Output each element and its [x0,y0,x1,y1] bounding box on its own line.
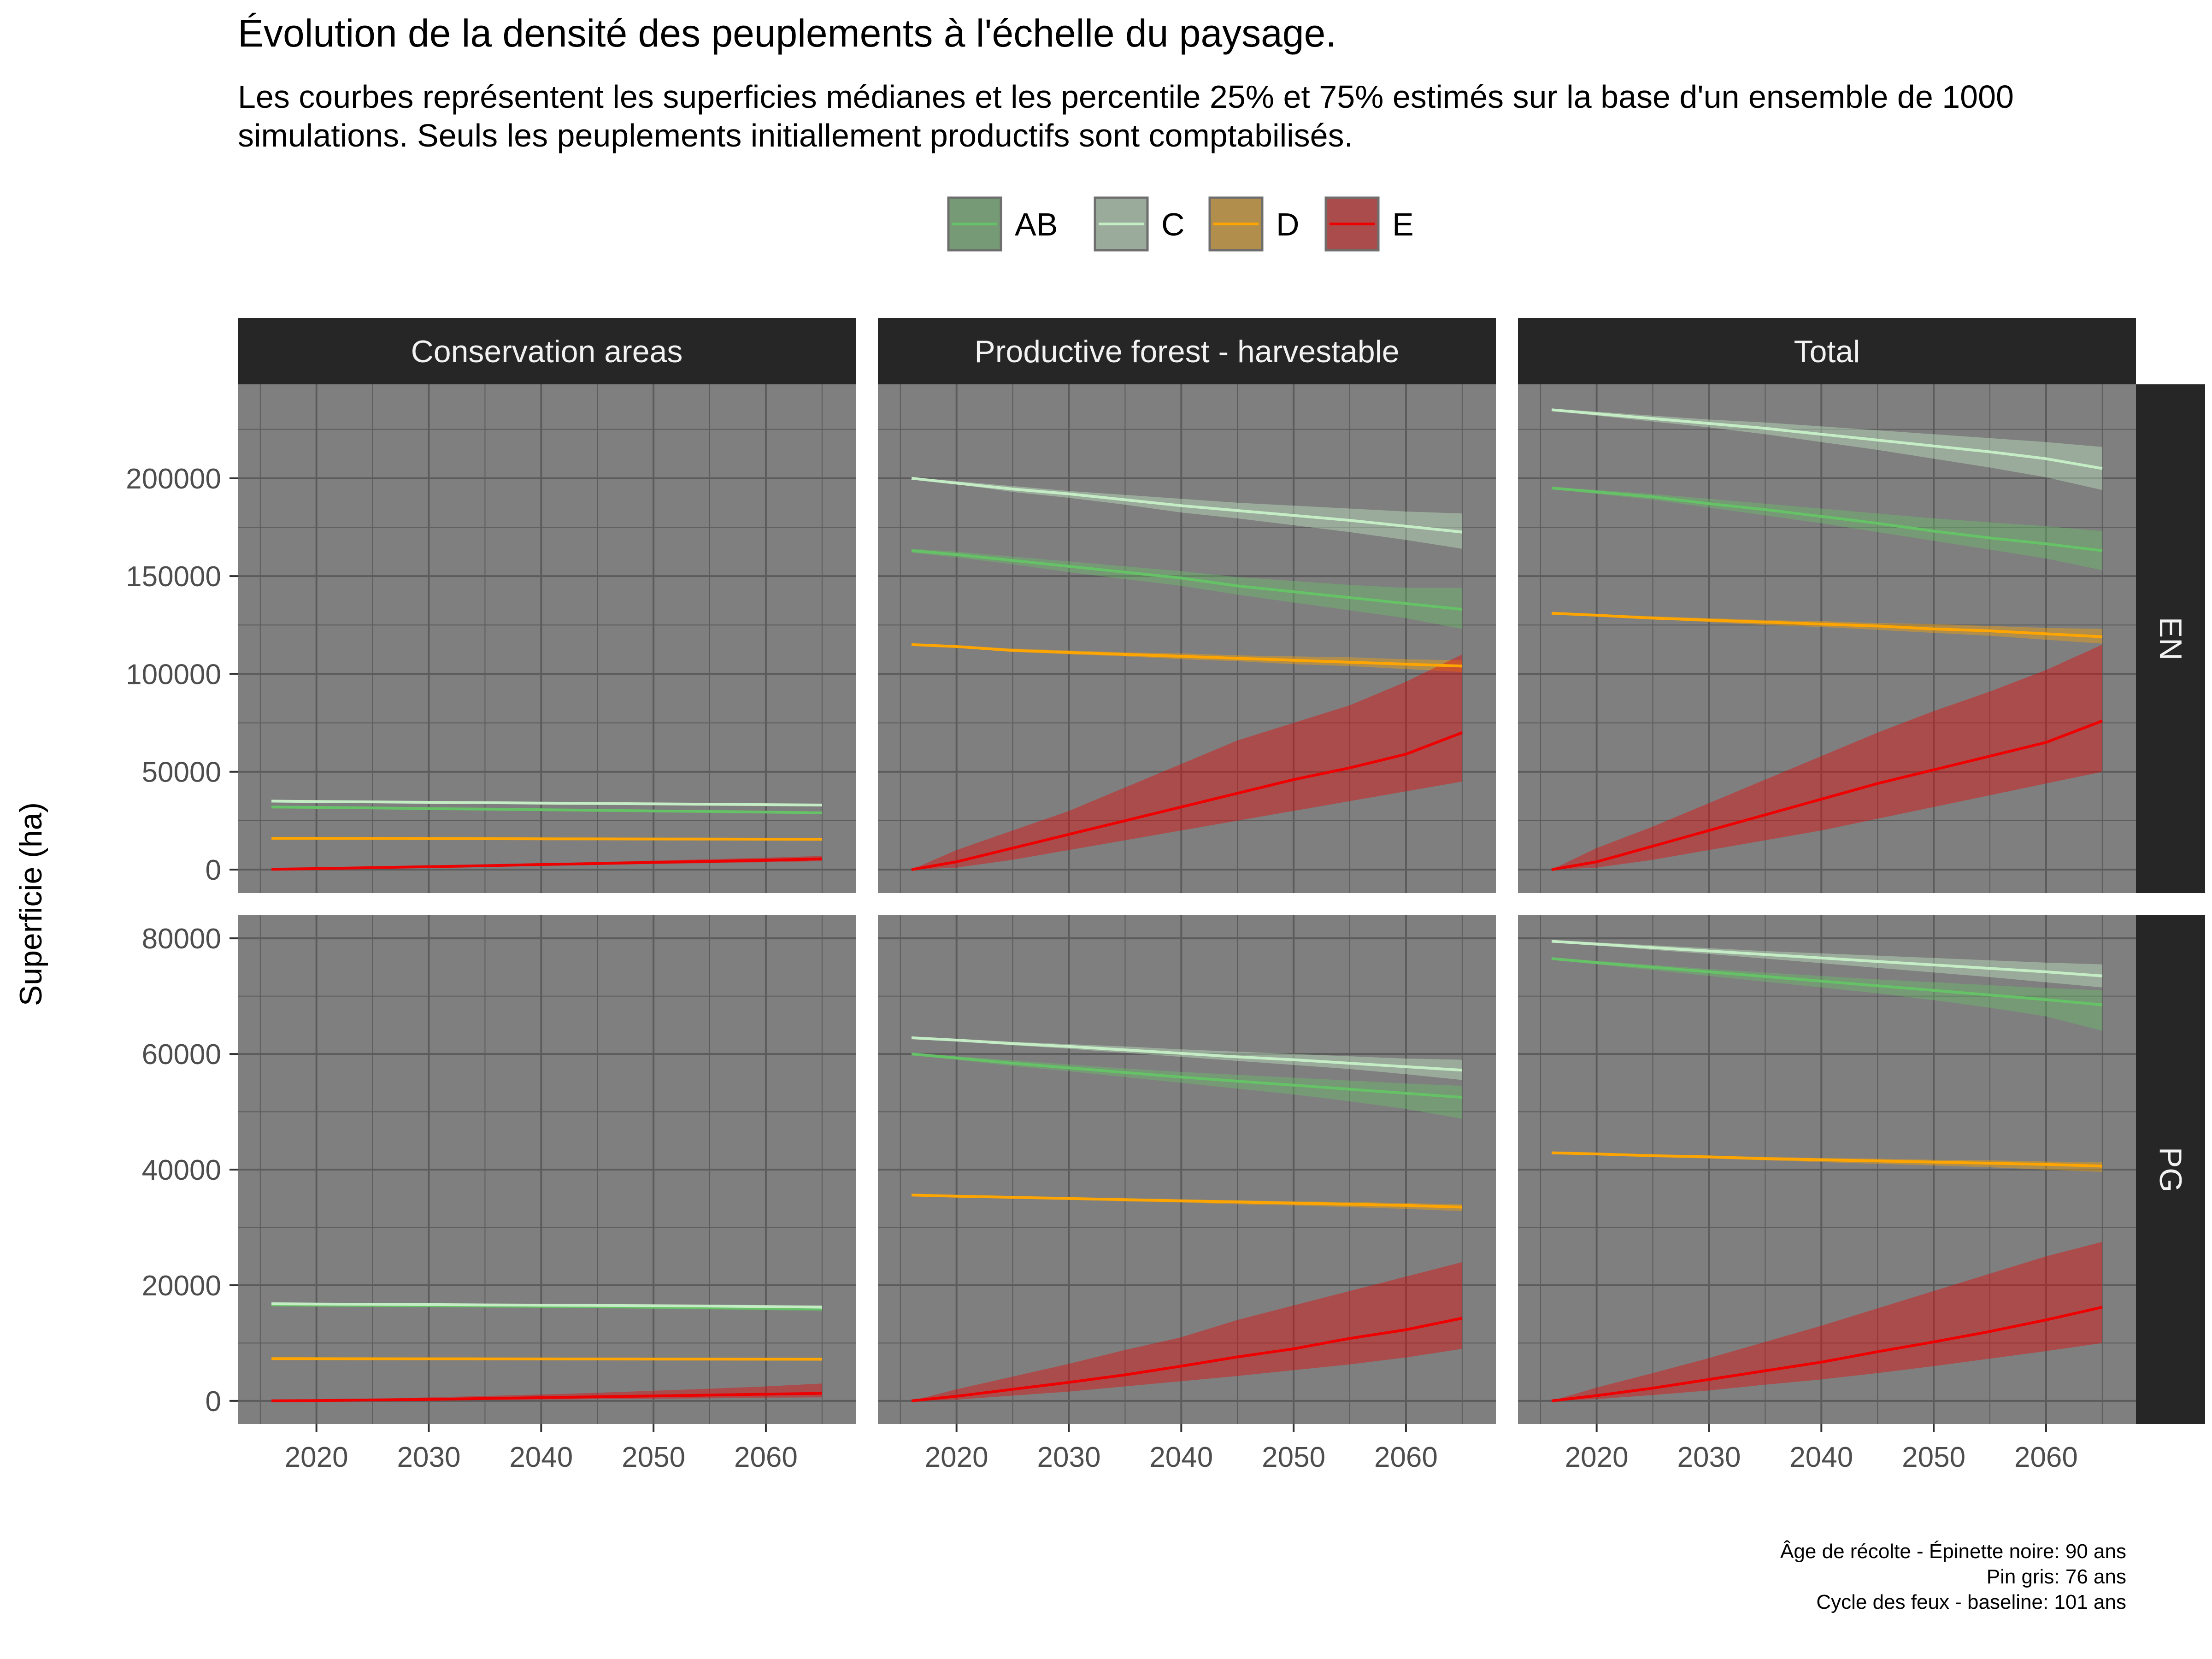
legend-label: C [1161,206,1185,242]
strip-col-conservation-areas [238,318,856,384]
legend-item-e: E [1324,196,1414,252]
ribbon-e-en-productive-forest-harvestable [912,654,1462,870]
ribbon-ab-pg-productive-forest-harvestable [912,1053,1462,1119]
line-c-pg-productive-forest-harvestable [911,1036,1463,1072]
panel-bg [238,384,856,893]
strip-row-label: EN [2153,617,2188,660]
chart-subtitle: Les courbes représentent les superficies… [238,79,2014,153]
strip-row-pg [2136,915,2205,1424]
x-tick-label: 2020 [285,1441,348,1473]
line-d-en-conservation-areas [271,837,822,841]
strip-col-label: Productive forest - harvestable [974,334,1399,369]
line-e-en-conservation-areas [271,857,822,871]
x-tick-label: 2050 [1262,1441,1325,1473]
x-tick-label: 2060 [1374,1441,1438,1473]
line-d-en-total [1551,612,2103,638]
y-tick-label: 50000 [142,757,221,788]
x-tick-label: 2050 [1902,1441,1965,1473]
line-d-en-productive-forest-harvestable [911,643,1463,668]
line-c-en-productive-forest-harvestable [911,477,1463,534]
legend-item-d: D [1208,196,1300,252]
line-d-pg-total [1552,1151,2102,1168]
legend-item-ab: AB [947,196,1058,252]
y-tick-label: 0 [206,1386,221,1418]
ribbon-c-pg-productive-forest-harvestable [912,1036,1462,1080]
caption-line-fire-cycle: Cycle des feux - baseline: 101 ans [1816,1591,2126,1613]
line-ab-pg-productive-forest-harvestable [911,1053,1463,1099]
y-tick-label: 60000 [142,1039,221,1071]
y-axis-title: Superficie (ha) [13,802,48,1006]
line-c-pg-conservation-areas [271,1302,822,1309]
strip-col-label: Conservation areas [411,334,683,369]
x-tick-label: 2030 [397,1441,461,1473]
line-e-en-total [1551,719,2103,871]
y-tick-label: 100000 [126,659,221,690]
strip-col-productive-forest-harvestable [878,318,1496,384]
line-e-en-productive-forest-harvestable [911,731,1463,871]
x-tick-label: 2060 [2014,1441,2078,1473]
caption-line-harvest-age: Âge de récolte - Épinette noire: 90 ans [1780,1540,2126,1563]
y-tick-label: 200000 [126,463,221,495]
legend-label: AB [1015,206,1058,242]
x-tick-label: 2060 [734,1441,798,1473]
ribbon-ab-en-productive-forest-harvestable [912,548,1462,629]
y-tick-label: 150000 [126,561,221,593]
strip-row-label: PG [2153,1147,2188,1192]
ribbon-c-pg-total [1552,940,2102,988]
x-tick-label: 2040 [509,1441,573,1473]
ribbon-e-pg-total [1552,1241,2102,1401]
x-tick-label: 2020 [925,1441,988,1473]
strip-col-total [1518,318,2136,384]
legend-item-c: C [1094,196,1185,252]
line-ab-en-productive-forest-harvestable [911,549,1463,611]
line-c-pg-total [1551,940,2103,977]
chart-title: Évolution de la densité des peuplements … [238,12,1336,55]
line-c-en-total [1551,408,2103,470]
strip-col-label: Total [1794,334,1860,369]
legend-label: E [1392,206,1414,242]
ribbon-c-en-productive-forest-harvestable [912,477,1462,549]
x-tick-label: 2040 [1789,1441,1853,1473]
ribbon-c-en-total [1552,409,2102,490]
panel-bg [1518,384,2136,893]
legend-label: D [1276,206,1300,242]
x-tick-label: 2050 [622,1441,685,1473]
panel-bg [878,384,1496,893]
ribbon-ab-en-total [1552,487,2102,571]
line-ab-en-conservation-areas [271,806,822,814]
x-tick-label: 2040 [1149,1441,1213,1473]
y-tick-label: 20000 [142,1270,221,1302]
ribbon-e-pg-productive-forest-harvestable [912,1262,1462,1401]
line-d-pg-productive-forest-harvestable [912,1194,1462,1209]
ribbon-e-en-total [1552,644,2102,870]
caption: Âge de récolte - Épinette noire: 90 ans … [1389,1539,2126,1615]
line-e-pg-conservation-areas [271,1392,822,1402]
y-tick-label: 40000 [142,1154,221,1186]
line-ab-en-total [1551,487,2103,552]
caption-line-jack-pine: Pin gris: 76 ans [1986,1565,2126,1588]
strip-row-en [2136,384,2205,893]
line-ab-pg-total [1551,957,2103,1006]
x-tick-label: 2030 [1677,1441,1741,1473]
line-e-pg-productive-forest-harvestable [911,1317,1463,1402]
x-tick-label: 2030 [1037,1441,1101,1473]
y-tick-label: 80000 [142,923,221,955]
line-e-pg-total [1551,1306,2103,1402]
x-tick-label: 2020 [1565,1441,1629,1473]
line-c-en-conservation-areas [271,800,822,806]
y-tick-label: 0 [206,854,221,886]
